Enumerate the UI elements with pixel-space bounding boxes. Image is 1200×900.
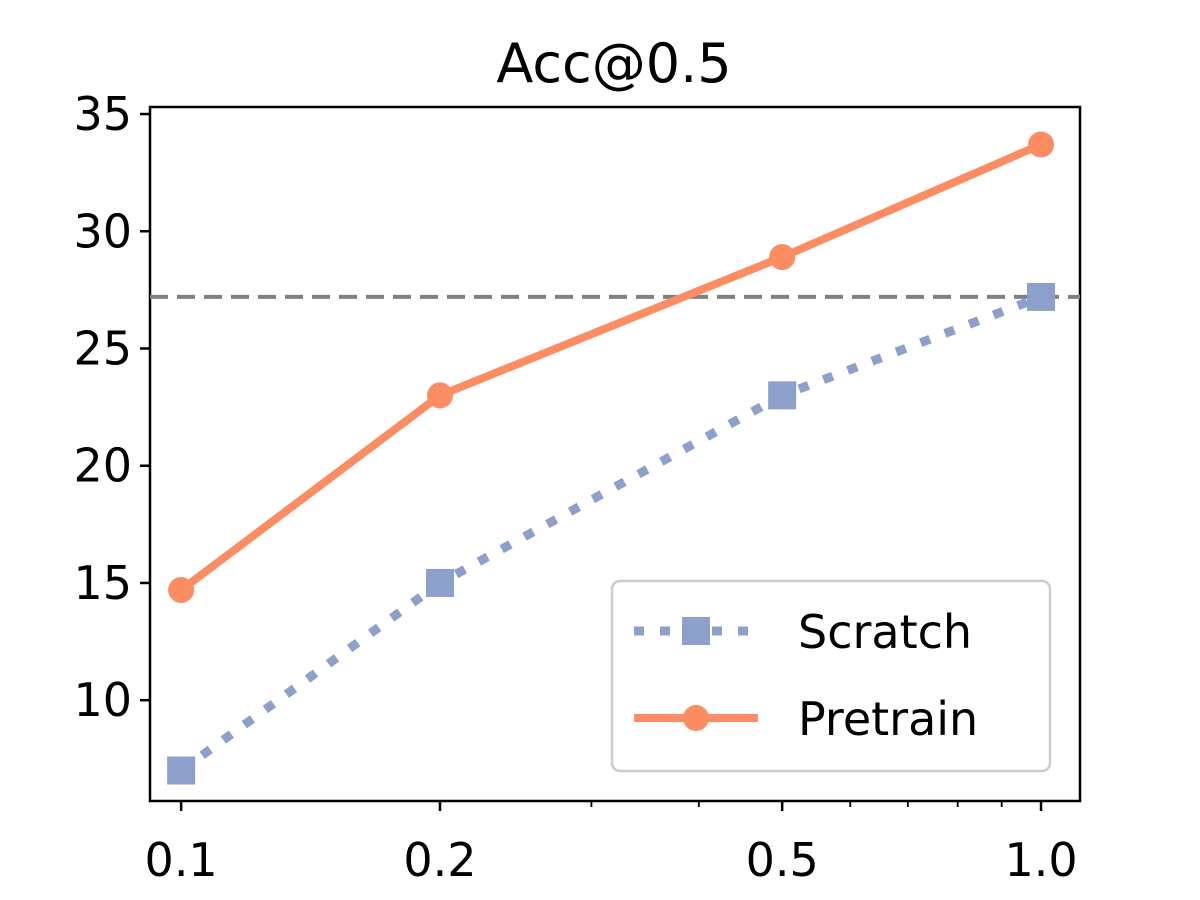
series-line xyxy=(178,140,1043,594)
plot-area: 10 15 20 25 30 35 0.1 0.2 0.5 1.0 xyxy=(73,87,1082,887)
data-point xyxy=(1027,282,1056,311)
series-line xyxy=(178,292,1043,775)
y-tick-label: 20 xyxy=(73,439,132,493)
series-scratch xyxy=(167,282,1056,785)
x-tick-label: 0.5 xyxy=(746,833,819,887)
chart-title: Acc@0.5 xyxy=(496,32,731,95)
legend-marker xyxy=(683,705,709,731)
data-point xyxy=(168,576,195,603)
legend-label: Scratch xyxy=(798,605,972,659)
legend: Scratch Pretrain xyxy=(610,579,1052,773)
y-tick-label: 15 xyxy=(73,556,132,610)
data-point xyxy=(426,382,453,409)
x-tick-label: 1.0 xyxy=(1004,833,1077,887)
y-tick-label: 25 xyxy=(73,321,132,375)
y-tick-label: 35 xyxy=(73,87,132,141)
y-tick-label: 10 xyxy=(73,673,132,727)
legend-marker xyxy=(682,617,710,645)
y-tick-label: 30 xyxy=(73,204,132,258)
series-pretrain xyxy=(168,131,1055,603)
data-point xyxy=(1028,131,1055,158)
data-point xyxy=(425,568,454,597)
data-point xyxy=(167,756,196,785)
x-tick-label: 0.1 xyxy=(145,833,218,887)
x-tick-label: 0.2 xyxy=(403,833,476,887)
data-point xyxy=(769,244,796,271)
data-point xyxy=(768,381,797,410)
legend-label: Pretrain xyxy=(798,692,978,746)
axes-frame xyxy=(148,105,1082,803)
